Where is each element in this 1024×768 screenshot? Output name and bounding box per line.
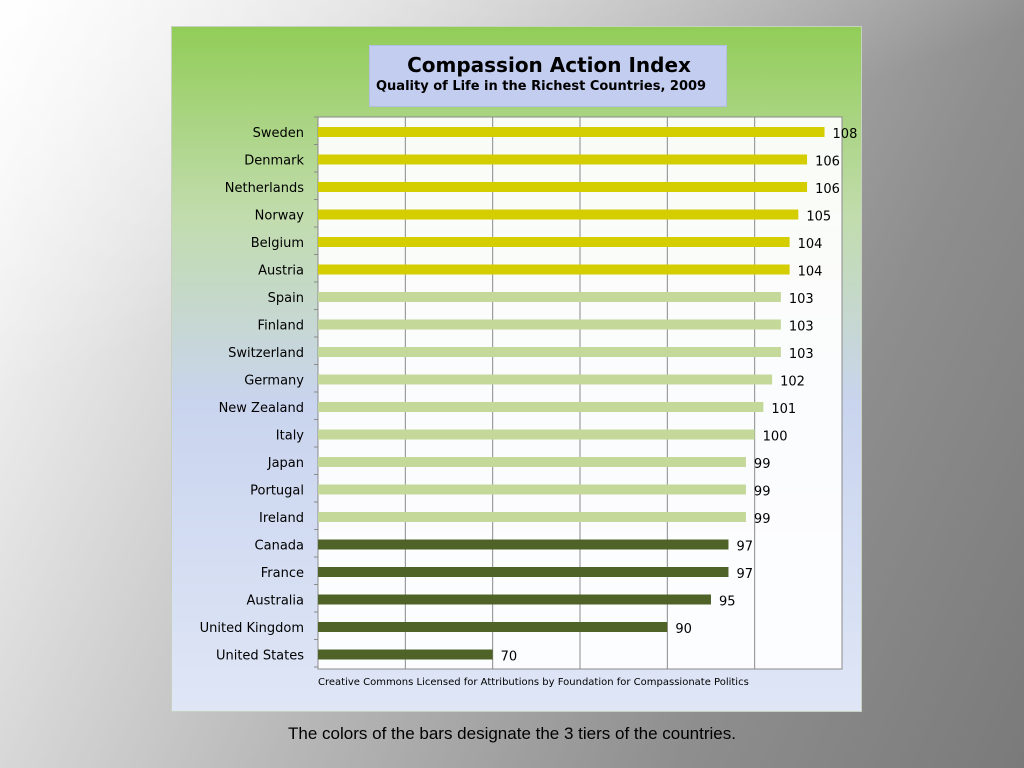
data-label: 104 [798,237,823,252]
category-label: Sweden [253,126,304,141]
data-label: 106 [815,182,840,197]
bar-france [318,567,729,577]
category-label: Ireland [259,511,304,526]
category-label: United States [216,649,304,664]
data-label: 99 [754,512,771,527]
category-label: Australia [246,594,304,609]
data-label: 104 [798,265,823,280]
chart-credit: Creative Commons Licensed for Attributio… [318,677,749,688]
bar-italy [318,429,755,440]
bar-switzerland [318,347,781,357]
bar-united-states [318,649,493,660]
bar-spain [318,292,781,302]
bar-portugal [318,484,746,495]
chart-frame: Sweden Denmark Netherlands Norway Belgium Aus… [171,26,862,712]
bar-sweden [318,127,825,137]
bar-germany [318,374,773,385]
category-label: Italy [276,429,305,444]
category-label: Denmark [244,154,304,169]
data-label: 97 [736,567,753,582]
data-label: 108 [833,127,858,142]
chart-title: Compassion Action Index [407,53,691,77]
bar-canada [318,539,729,550]
category-label: Norway [255,209,305,224]
data-label: 90 [675,622,692,637]
data-label: 105 [806,210,831,225]
data-label: 99 [754,485,771,500]
chart-title-box: Compassion Action Index Quality of Life … [369,45,727,107]
data-label: 102 [780,375,805,390]
category-label: Japan [267,456,304,471]
bar-japan [318,457,746,467]
bar-netherlands [318,182,808,192]
category-label: Portugal [250,484,304,499]
data-label: 97 [736,540,753,555]
category-label: Finland [258,319,304,334]
category-label: United Kingdom [200,621,304,636]
bar-austria [318,264,790,275]
category-label: New Zealand [219,401,304,416]
category-label: Austria [258,264,304,279]
bar-belgium [318,237,790,247]
bar-finland [318,319,781,330]
data-label: 103 [789,347,814,362]
category-label: Switzerland [228,346,304,361]
data-label: 106 [815,155,840,170]
bar-australia [318,594,711,605]
data-label: 99 [754,457,771,472]
data-label: 103 [789,320,814,335]
bar-norway [318,209,799,220]
bar-ireland [318,512,746,522]
chart-subtitle: Quality of Life in the Richest Countries… [376,79,707,94]
bar-united-kingdom [318,622,668,632]
bar-denmark [318,154,808,165]
bar-chart: Sweden Denmark Netherlands Norway Belgium Aus… [200,116,858,670]
category-label: Netherlands [225,181,304,196]
data-label: 100 [763,430,788,445]
category-label: Germany [244,374,304,389]
slide-caption: The colors of the bars designate the 3 t… [288,724,736,743]
data-label: 95 [719,595,736,610]
category-label: Canada [255,539,304,554]
data-label: 103 [789,292,814,307]
category-label: Belgium [251,236,304,251]
bar-new-zealand [318,402,764,412]
category-label: France [261,566,304,581]
category-label: Spain [268,291,304,306]
data-label: 101 [771,402,796,417]
data-label: 70 [501,650,518,665]
